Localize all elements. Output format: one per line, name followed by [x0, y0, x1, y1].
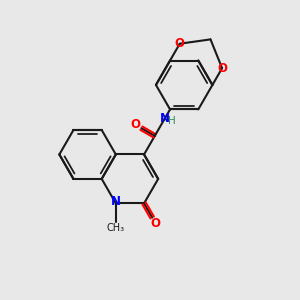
Text: O: O — [151, 217, 160, 230]
Text: O: O — [131, 118, 141, 131]
Text: N: N — [111, 195, 121, 208]
Text: O: O — [217, 62, 227, 75]
Text: H: H — [168, 116, 176, 126]
Text: N: N — [160, 112, 170, 125]
Text: CH₃: CH₃ — [107, 223, 125, 233]
Text: O: O — [175, 37, 185, 50]
